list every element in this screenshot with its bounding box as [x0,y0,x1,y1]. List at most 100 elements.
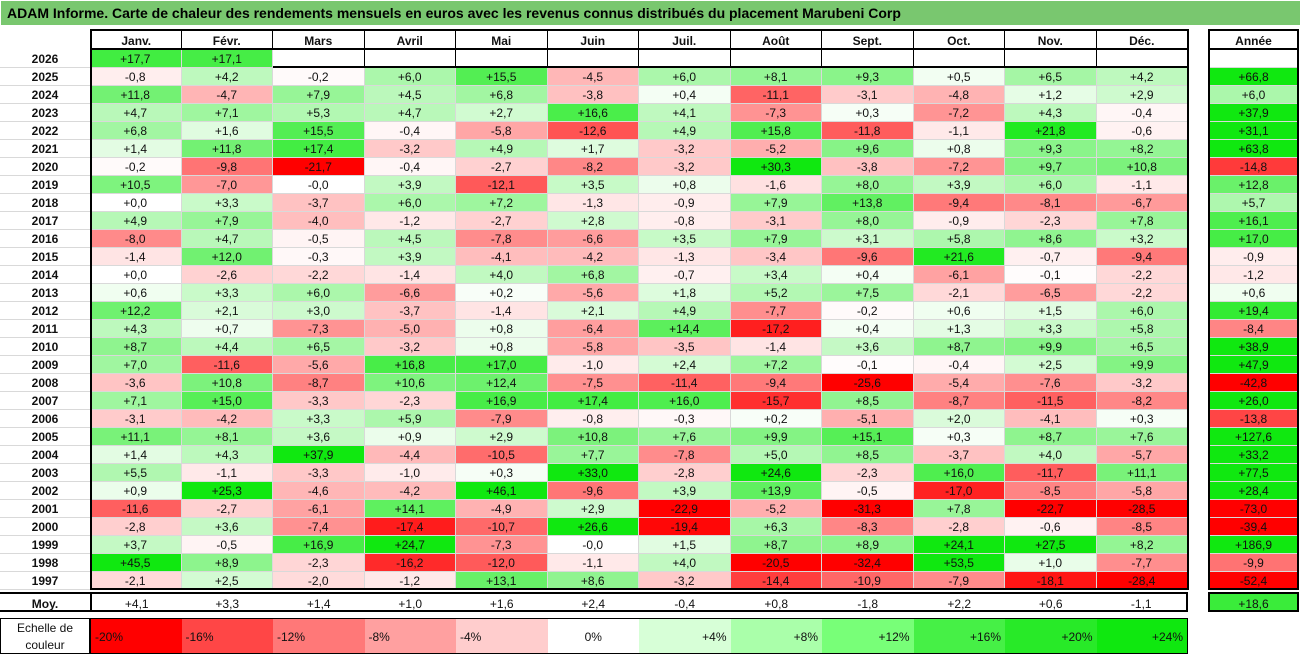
heatmap-cell: -0,1 [822,356,914,374]
heatmap-cell: -0,6 [1005,518,1097,536]
heatmap-cell: -5,7 [1096,446,1188,464]
year-label: 1997 [0,572,90,590]
heatmap-cell: -7,3 [456,536,548,554]
year-label: 2019 [0,176,90,194]
heatmap-cell: -4,2 [364,482,456,500]
heatmap-cell: -2,7 [456,212,548,230]
heatmap-cell: +24,7 [364,536,456,554]
heatmap-cell: -3,4 [730,248,822,266]
heatmap-cell: +14,1 [364,500,456,518]
color-scale-swatch: -12% [273,618,365,654]
heatmap-cell: -3,3 [273,392,365,410]
heatmap-cell: +30,3 [730,158,822,176]
heatmap-cell: -9,4 [730,374,822,392]
heatmap-cell: +0,8 [913,140,1005,158]
heatmap-cell: +37,9 [273,446,365,464]
heatmap-cell: -3,2 [639,158,731,176]
heatmap-cell: +24,6 [730,464,822,482]
heatmap-cell: +16,9 [273,536,365,554]
heatmap-cell: -1,1 [181,464,273,482]
heatmap-cell: -0,4 [1096,104,1188,122]
heatmap-cell: +53,5 [913,554,1005,572]
heatmap-cell: +0,0 [90,266,182,284]
heatmap-cell: -5,2 [730,140,822,158]
heatmap-cell: -5,2 [730,500,822,518]
heatmap-cell: +4,5 [364,230,456,248]
heatmap-cell: +17,0 [456,356,548,374]
heatmap-cell: +17,4 [273,140,365,158]
year-label: 2024 [0,86,90,104]
heatmap-cell: +6,0 [639,68,731,86]
heatmap-cell: +3,9 [364,248,456,266]
heatmap-cell: +4,3 [1005,104,1097,122]
heatmap-cell: +9,9 [1096,356,1188,374]
heatmap-cell: -4,0 [273,212,365,230]
heatmap-cell: +46,1 [456,482,548,500]
heatmap-cell: -7,7 [1096,554,1188,572]
average-cell: +1,6 [456,592,548,612]
heatmap-cell: +7,6 [639,428,731,446]
heatmap-cell [456,50,548,68]
heatmap-cell: -1,2 [364,212,456,230]
heatmap-cell: +24,1 [913,536,1005,554]
heatmap-cell: -0,9 [913,212,1005,230]
heatmap-cell: -8,2 [547,158,639,176]
heatmap-cell: +8,1 [730,68,822,86]
heatmap-cell: +1,5 [639,536,731,554]
heatmap-cell: -22,9 [639,500,731,518]
heatmap-cell: +8,1 [181,428,273,446]
heatmap-cell: +2,8 [547,212,639,230]
heatmap-cell: -25,6 [822,374,914,392]
heatmap-cell: -11,5 [1005,392,1097,410]
heatmap-cell: -9,4 [913,194,1005,212]
heatmap-cell: +6,8 [90,122,182,140]
heatmap-cell: -6,6 [547,230,639,248]
heatmap-cell: -7,3 [730,104,822,122]
heatmap-cell: -1,0 [364,464,456,482]
heatmap-cell: +3,3 [1005,320,1097,338]
heatmap-cell: +21,6 [913,248,1005,266]
heatmap-cell: +7,9 [730,230,822,248]
heatmap-cell: +15,1 [822,428,914,446]
annual-cell: -39,4 [1208,518,1299,536]
heatmap-cell: -0,2 [822,302,914,320]
heatmap-cell: +0,9 [90,482,182,500]
annual-cell: +28,4 [1208,482,1299,500]
heatmap-cell: +3,9 [913,176,1005,194]
heatmap-cell: -7,7 [730,302,822,320]
heatmap-cell: +0,6 [913,302,1005,320]
annual-cell: +66,8 [1208,68,1299,86]
heatmap-cell: -8,5 [1096,518,1188,536]
heatmap-cell: -7,8 [639,446,731,464]
heatmap-cell: +3,4 [730,266,822,284]
year-label: 2012 [0,302,90,320]
heatmap-cell: -0,3 [639,410,731,428]
heatmap-cell: +4,2 [181,68,273,86]
heatmap-cell: +7,8 [913,500,1005,518]
heatmap-cell: -5,8 [1096,482,1188,500]
year-label: 1999 [0,536,90,554]
heatmap-cell: -7,4 [273,518,365,536]
heatmap-cell: -5,6 [547,284,639,302]
heatmap-cell: +2,1 [547,302,639,320]
heatmap-cell: -0,0 [547,536,639,554]
heatmap-cell: +7,9 [273,86,365,104]
report-title: ADAM Informe. Carte de chaleur des rende… [1,1,1300,25]
heatmap-cell: -3,2 [1096,374,1188,392]
year-label: 2005 [0,428,90,446]
year-total-header: Année [1208,29,1299,50]
heatmap-cell: +3,5 [547,176,639,194]
heatmap-cell: -3,7 [913,446,1005,464]
heatmap-cell: +6,5 [1096,338,1188,356]
heatmap-cell: +0,2 [730,410,822,428]
year-label: 2009 [0,356,90,374]
heatmap-cell: -3,2 [639,572,731,590]
heatmap-cell: -31,3 [822,500,914,518]
annual-cell: +5,7 [1208,194,1299,212]
heatmap-cell: +1,2 [1005,86,1097,104]
heatmap-cell: -2,0 [273,572,365,590]
heatmap-cell: -2,1 [90,572,182,590]
heatmap-cell: -21,7 [273,158,365,176]
heatmap-cell: +2,5 [1005,356,1097,374]
heatmap-cell: -0,2 [273,68,365,86]
